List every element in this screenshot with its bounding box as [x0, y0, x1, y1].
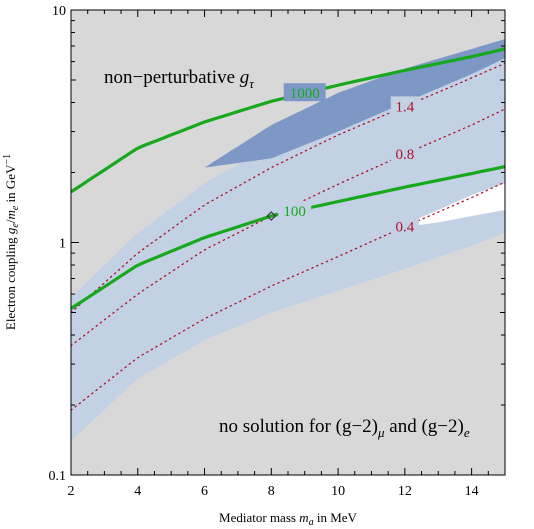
nonperturbative-label: non−perturbative gτ — [104, 67, 255, 91]
no-solution-label: no solution for (g−2)μ and (g−2)e — [219, 416, 470, 440]
y-axis-title: Electron coupling ge/me in GeV−1 — [2, 154, 21, 330]
red-contour-2 — [71, 181, 505, 411]
x-tick-label: 12 — [398, 484, 412, 499]
x-tick-label: 10 — [331, 484, 345, 499]
red-label-bg-0 — [390, 96, 419, 115]
y-tick-label: 1 — [59, 237, 66, 252]
red-contour-label-2: 0.4 — [395, 220, 414, 236]
green-label-bg-0 — [283, 83, 326, 102]
red-contour-1 — [71, 108, 505, 347]
green-contour-label-1: 100 — [283, 204, 306, 220]
dark-blue-band — [204, 39, 505, 168]
y-tick-label: 10 — [52, 4, 66, 19]
x-tick-label: 2 — [68, 484, 75, 499]
red-contour-0 — [71, 62, 505, 314]
x-tick-label: 14 — [465, 484, 479, 499]
red-contour-label-0: 1.4 — [395, 99, 414, 115]
x-tick-label: 6 — [201, 484, 208, 499]
y-tick-label: 0.1 — [49, 469, 67, 484]
red-contour-label-1: 0.8 — [395, 147, 414, 163]
red-label-bg-2 — [390, 216, 419, 235]
x-axis-title: Mediator mass ma in MeV — [219, 510, 357, 528]
x-tick-label: 4 — [134, 484, 141, 499]
diamond-marker — [266, 211, 277, 221]
x-tick-label: 8 — [268, 484, 275, 499]
green-contour-label-0: 1000 — [290, 86, 320, 102]
green-label-bg-1 — [278, 200, 312, 219]
red-label-bg-1 — [390, 144, 419, 163]
